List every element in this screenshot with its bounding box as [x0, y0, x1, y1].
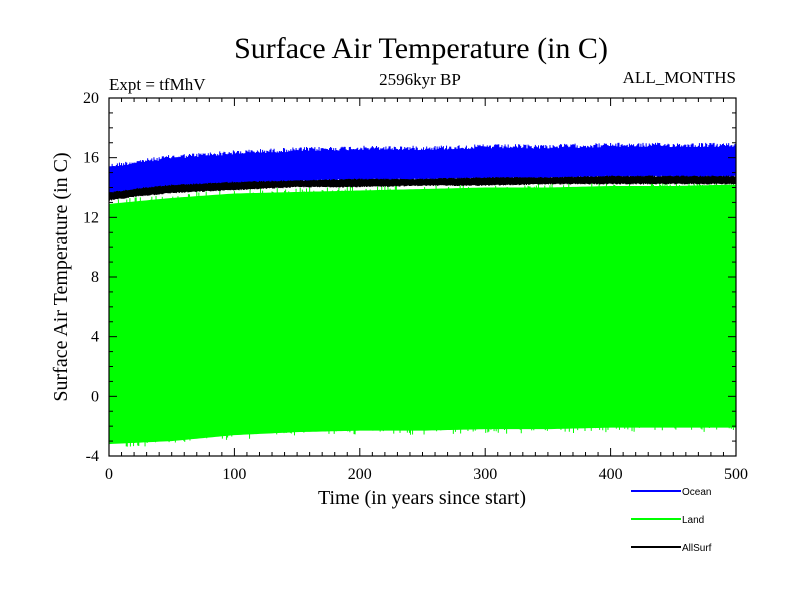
y-axis-label: Surface Air Temperature (in C): [50, 152, 72, 401]
y-tick-label: -4: [86, 448, 99, 465]
y-tick-label: 0: [91, 388, 99, 405]
series-line-allsurf: [108, 175, 737, 201]
legend: Ocean Land AllSurf: [631, 487, 712, 554]
x-tick-label: 400: [599, 466, 623, 483]
y-tick-label: 16: [83, 150, 99, 167]
chart-title: Surface Air Temperature (in C): [234, 32, 608, 65]
y-tick-label: 4: [91, 329, 99, 346]
y-tick-label: 20: [83, 90, 99, 107]
series-line-ocean: [108, 142, 737, 199]
legend-label-allsurf: AllSurf: [682, 543, 712, 554]
chart-subtitle: 2596kyr BP: [379, 70, 461, 89]
months-label: ALL_MONTHS: [623, 68, 736, 87]
y-tick-label: 12: [83, 209, 99, 226]
x-tick-label: 500: [724, 466, 748, 483]
x-tick-label: 0: [105, 466, 113, 483]
y-tick-label: 8: [91, 269, 99, 286]
series-layer: [108, 142, 737, 447]
x-tick-label: 100: [222, 466, 246, 483]
legend-label-ocean: Ocean: [682, 487, 711, 498]
x-axis-label: Time (in years since start): [318, 487, 526, 509]
legend-label-land: Land: [682, 515, 704, 526]
x-tick-label: 200: [348, 466, 372, 483]
tick-layer: 0 100 200 300 400 500 -4 0 4 8 12 16 20: [83, 90, 748, 483]
expt-label: Expt = tfMhV: [109, 75, 206, 94]
series-line-land: [108, 181, 737, 447]
x-tick-label: 300: [473, 466, 497, 483]
